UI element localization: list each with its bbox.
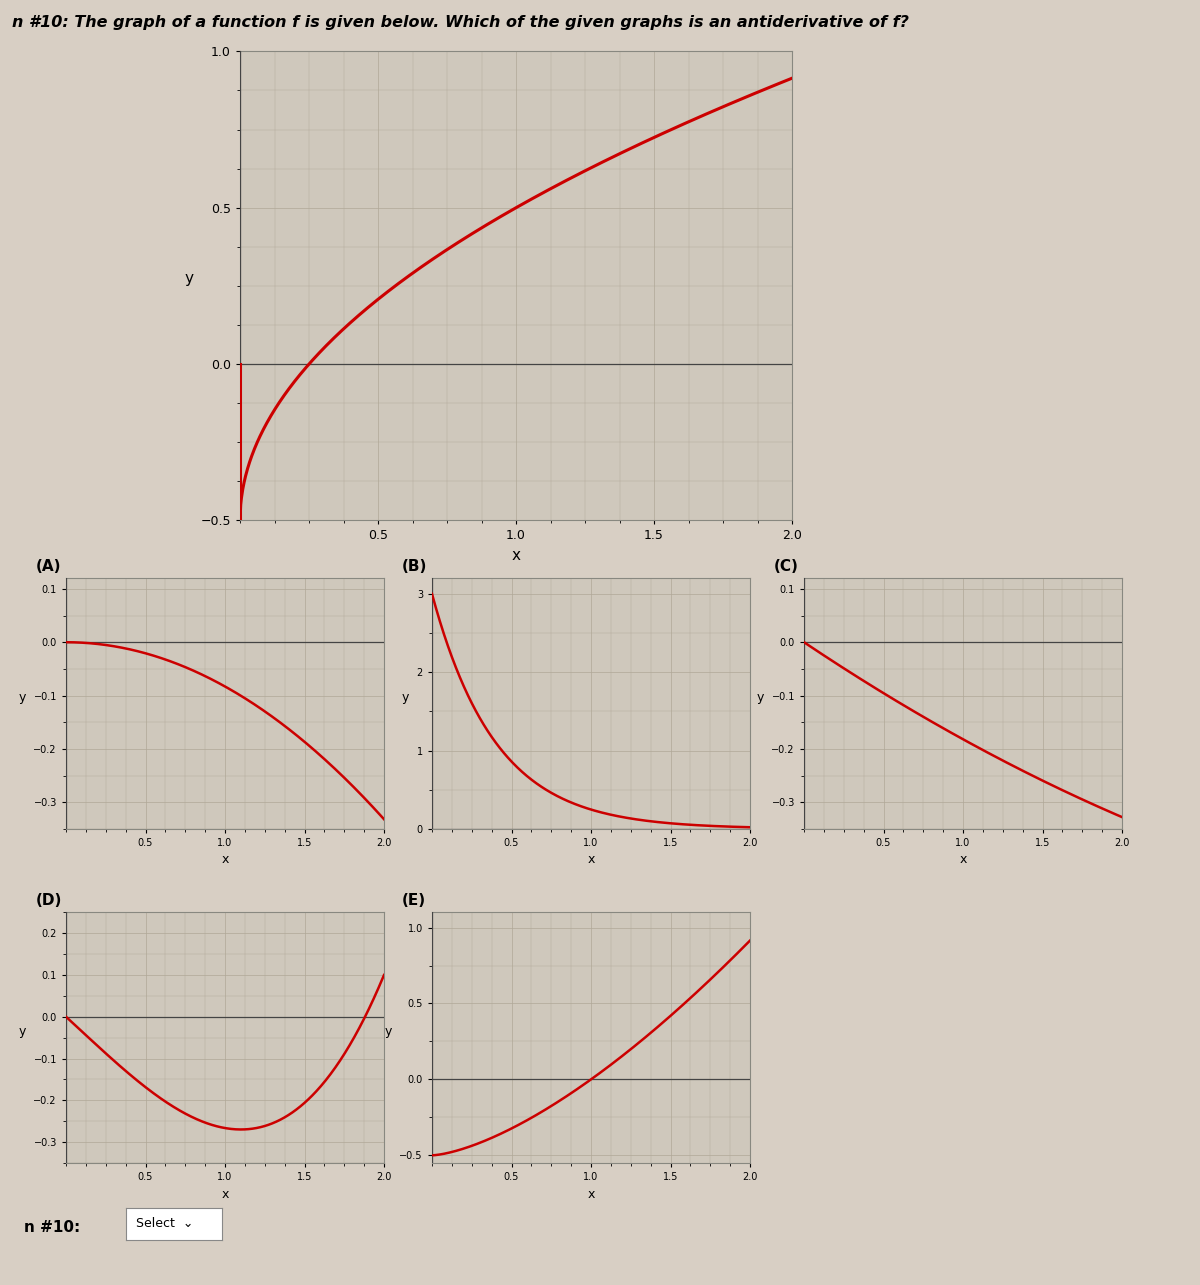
Text: (C): (C) [774, 559, 799, 574]
X-axis label: x: x [587, 1187, 595, 1200]
Text: n #10: The graph of a function f is given below. Which of the given graphs is an: n #10: The graph of a function f is give… [12, 15, 908, 31]
Text: Select  ⌄: Select ⌄ [136, 1217, 193, 1231]
X-axis label: x: x [221, 1187, 229, 1200]
Text: (B): (B) [402, 559, 427, 574]
Text: n #10:: n #10: [24, 1219, 80, 1235]
Text: (D): (D) [36, 893, 62, 908]
Text: (A): (A) [36, 559, 61, 574]
Text: (E): (E) [402, 893, 426, 908]
Y-axis label: y: y [19, 1024, 26, 1038]
Y-axis label: y: y [19, 690, 26, 703]
X-axis label: x: x [587, 853, 595, 866]
Y-axis label: y: y [402, 690, 409, 703]
X-axis label: x: x [959, 853, 967, 866]
Y-axis label: y: y [385, 1024, 392, 1038]
Y-axis label: y: y [757, 690, 764, 703]
X-axis label: x: x [221, 853, 229, 866]
X-axis label: x: x [511, 547, 521, 563]
Y-axis label: y: y [185, 271, 194, 287]
